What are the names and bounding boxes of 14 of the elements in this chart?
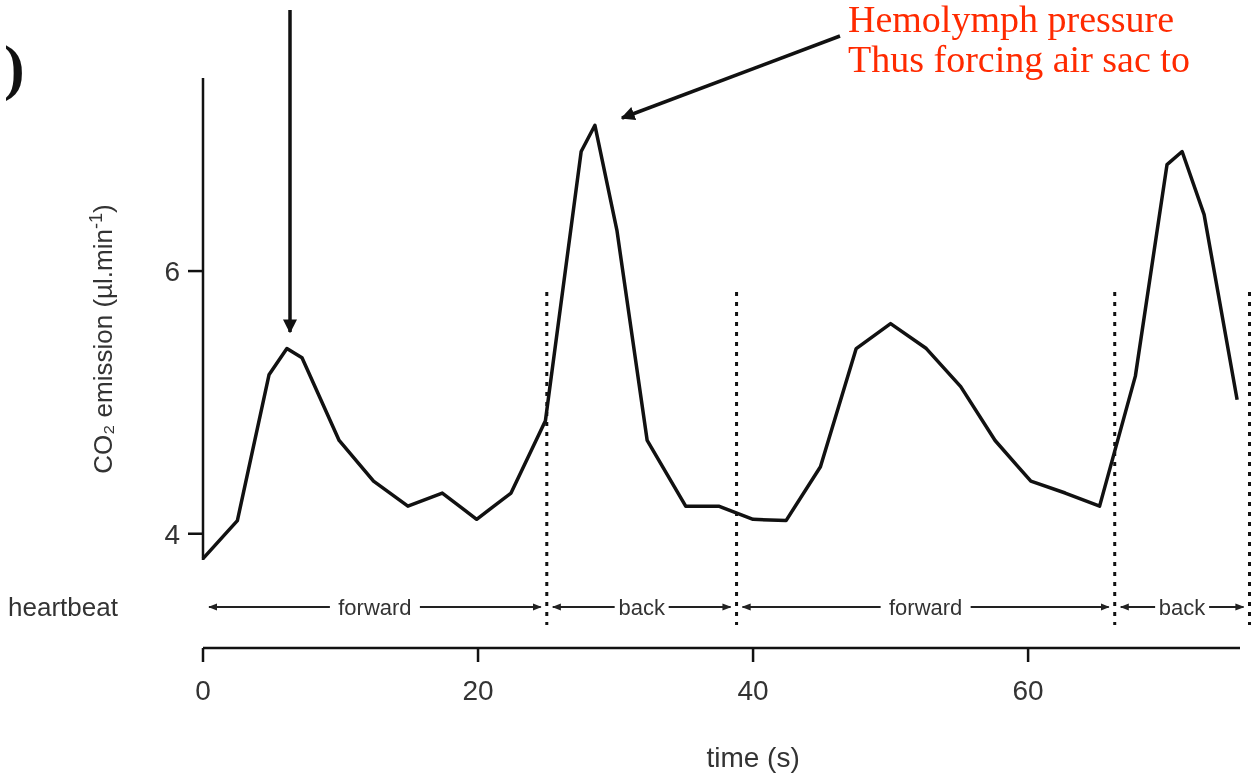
text: forward xyxy=(338,594,412,620)
text: forward xyxy=(888,594,963,620)
y-tick-label: 4 xyxy=(164,518,180,550)
x-tick-label: 20 xyxy=(462,675,494,706)
text: Hemolymph pressure xyxy=(848,0,1175,40)
text: back xyxy=(618,594,666,620)
x-tick-label: 40 xyxy=(737,675,769,706)
x-axis-title: time (s) xyxy=(706,742,800,773)
x-tick-label: 0 xyxy=(195,675,211,706)
text: back xyxy=(1158,594,1207,620)
text: heartbeat xyxy=(8,592,119,623)
y-tick-label: 6 xyxy=(164,255,180,287)
text: ) xyxy=(4,33,25,102)
x-tick-label: 60 xyxy=(1012,675,1044,706)
